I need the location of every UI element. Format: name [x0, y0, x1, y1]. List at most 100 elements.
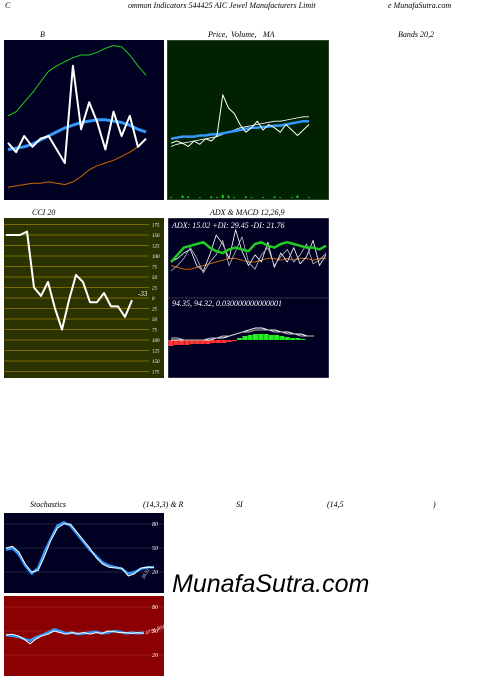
macd-histogram-bar — [274, 335, 280, 340]
bands-title-b: B — [40, 30, 45, 39]
adx-macd-title: ADX & MACD 12,26,9 — [210, 208, 285, 217]
watermark: MunafaSutra.com — [172, 570, 370, 598]
cci-tick-label: 125 — [152, 350, 160, 355]
cci-last-value: -33 — [138, 290, 148, 298]
volume-bar — [227, 195, 230, 198]
cci-tick-label: 75 — [152, 329, 158, 334]
macd-histogram-bar — [258, 334, 264, 340]
cci-tick-label: 25 — [152, 287, 158, 292]
macd-histogram-bar — [173, 340, 179, 345]
volume-bar — [233, 197, 236, 198]
volume-bar — [170, 197, 172, 198]
price-volume-ma-chart — [167, 40, 329, 200]
cci-tick-label: 175 — [152, 224, 160, 229]
price-line — [7, 64, 147, 164]
rsi-title-si: SI — [236, 500, 243, 509]
header-title: ommon Indicators 544425 AIC Jewel Manufa… — [128, 1, 316, 10]
cci-tick-label: 150 — [152, 234, 160, 239]
macd-histogram-bar — [189, 340, 195, 344]
header-site: e MunafaSutra.com — [388, 1, 452, 10]
macd-histogram-bar — [242, 336, 248, 340]
rsi-tick-label: 20 — [152, 653, 158, 659]
cci-tick-label: 125 — [152, 245, 160, 250]
rsi-title-params: (14,5 — [327, 500, 344, 509]
adx-line — [170, 240, 327, 263]
macd-histogram-bar — [247, 335, 253, 340]
rsi-title-close: ) — [433, 500, 436, 509]
macd-histogram-bar — [221, 340, 227, 343]
cci-tick-label: 100 — [152, 339, 160, 344]
stoch-last-value: 26.51 — [141, 568, 151, 580]
macd-histogram-bar — [210, 340, 216, 343]
volume-bar — [244, 196, 247, 198]
macd-histogram-bar — [200, 340, 206, 344]
cci-tick-label: 0 — [152, 297, 155, 302]
volume-bar — [296, 195, 299, 198]
macd-readout: 94.35, 94.32, 0.030000000000001 — [172, 299, 282, 308]
rsi-last-value: 47.91 RSI — [145, 625, 164, 637]
macd-histogram-bar — [205, 340, 211, 344]
cci-tick-label: 75 — [152, 266, 158, 271]
cci-tick-label: 50 — [152, 318, 158, 323]
di-gray-line — [170, 236, 327, 274]
rsi-line — [5, 630, 145, 645]
cci-title: CCI 20 — [32, 208, 56, 217]
volume-bar — [221, 194, 224, 198]
cci-line — [6, 230, 133, 331]
macd-histogram-bar — [194, 340, 200, 344]
bands-title-right: Bands 20,2 — [398, 30, 434, 39]
macd-histogram-bar — [300, 339, 306, 340]
macd-histogram-bar — [284, 337, 290, 340]
price-title-ma: MA — [263, 30, 275, 39]
stoch-k-line — [5, 523, 154, 577]
di-white-line — [170, 229, 327, 272]
volume-bar — [216, 197, 218, 198]
volume-bar — [210, 196, 213, 198]
cci-tick-label: 150 — [152, 360, 160, 365]
macd-histogram-bar — [237, 338, 243, 340]
volume-bar — [250, 197, 253, 198]
stoch-tick-label: 20 — [152, 570, 158, 576]
cci-tick-label: 25 — [152, 308, 158, 313]
rsi-tick-label: 50 — [152, 629, 158, 635]
upper-band-line — [7, 45, 147, 117]
cci-tick-label: 50 — [152, 276, 158, 281]
volume-bar — [279, 197, 282, 198]
stoch-title: Stochastics — [30, 500, 66, 509]
lower-band-line — [7, 138, 147, 188]
macd-histogram-bar — [216, 340, 222, 343]
price-title-volume: Volume, — [231, 30, 257, 39]
macd-histogram-bar — [295, 338, 301, 340]
macd-histogram-bar — [168, 340, 174, 346]
stoch-title-params: (14,3,3) & R — [143, 500, 184, 509]
macd-histogram-bar — [184, 340, 190, 345]
cci-tick-label: 100 — [152, 255, 160, 260]
macd-histogram-bar — [252, 334, 258, 340]
header-left: C — [5, 1, 11, 10]
volume-bar — [290, 197, 293, 198]
adx-macd-chart: ADX: 15.02 +DI: 29.45 -DI: 21.76 94.35, … — [168, 218, 329, 378]
rsi-chart: 80 50 20 47.91 RSI — [4, 596, 164, 676]
macd-histogram-bar — [179, 340, 185, 345]
bollinger-bands-chart — [4, 40, 164, 200]
macd-histogram-bar — [279, 336, 285, 340]
price-title-price: Price, — [208, 30, 228, 39]
macd-histogram-bar — [289, 338, 295, 340]
rsi-tick-label: 80 — [152, 605, 158, 611]
volume-bar — [262, 197, 264, 198]
stoch-d-line — [5, 521, 154, 575]
cci-tick-label: 175 — [152, 371, 160, 376]
volume-bar — [308, 197, 310, 198]
price-line — [170, 94, 310, 147]
cci-chart: 175 150 125 100 75 50 25 0 25 50 75 100 125 150 175 -33 — [4, 218, 164, 378]
macd-histogram-bar — [231, 340, 237, 341]
signal-line — [171, 329, 314, 341]
adx-readout: ADX: 15.02 +DI: 29.45 -DI: 21.76 — [171, 221, 285, 230]
stoch-tick-label: 50 — [152, 546, 158, 552]
macd-histogram-bar — [226, 340, 232, 342]
macd-histogram-bar — [268, 335, 274, 340]
volume-bar — [273, 196, 276, 198]
volume-bar — [198, 197, 201, 198]
macd-histogram-bar — [263, 334, 269, 340]
